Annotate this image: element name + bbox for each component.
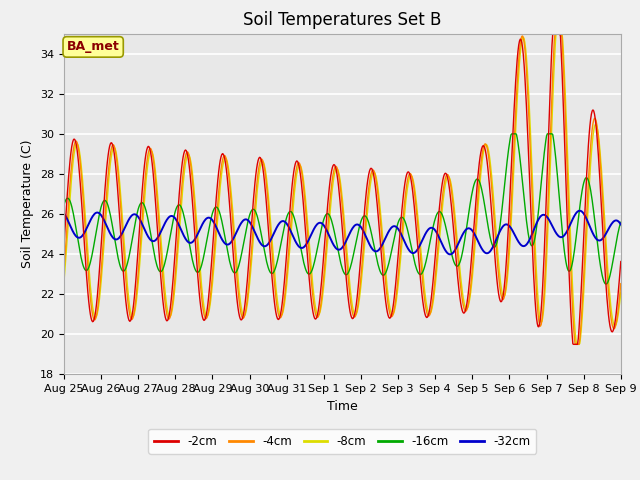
-2cm [549, 31, 557, 36]
-2cm [388, 311, 396, 316]
-16cm [206, 219, 214, 225]
Line: -16cm: -16cm [64, 134, 621, 284]
Y-axis label: Soil Temperature (C): Soil Temperature (C) [22, 140, 35, 268]
-4cm [334, 167, 342, 173]
-16cm [388, 246, 396, 252]
Line: -2cm: -2cm [64, 34, 621, 344]
-4cm [572, 341, 579, 347]
-16cm [334, 246, 342, 252]
-2cm [206, 277, 214, 283]
-4cm [182, 151, 190, 156]
-2cm [443, 172, 451, 178]
-8cm [334, 167, 342, 172]
-2cm [617, 259, 625, 264]
-8cm [60, 278, 68, 284]
-2cm [182, 148, 190, 154]
-8cm [388, 312, 396, 317]
-16cm [508, 131, 516, 137]
Text: BA_met: BA_met [67, 40, 120, 53]
-4cm [617, 281, 625, 287]
-8cm [566, 235, 574, 241]
-32cm [334, 247, 342, 252]
-16cm [60, 202, 68, 208]
X-axis label: Time: Time [327, 400, 358, 413]
-16cm [182, 224, 190, 229]
-8cm [553, 31, 561, 36]
-32cm [388, 224, 396, 230]
-2cm [566, 304, 574, 310]
-32cm [60, 211, 68, 216]
-4cm [388, 314, 396, 320]
-32cm [206, 215, 214, 221]
-8cm [206, 301, 214, 307]
-32cm [576, 208, 584, 214]
Line: -8cm: -8cm [64, 34, 621, 344]
-16cm [617, 219, 625, 225]
Legend: -2cm, -4cm, -8cm, -16cm, -32cm: -2cm, -4cm, -8cm, -16cm, -32cm [148, 429, 536, 454]
-8cm [617, 289, 625, 295]
Title: Soil Temperatures Set B: Soil Temperatures Set B [243, 11, 442, 29]
Line: -32cm: -32cm [64, 211, 621, 254]
-16cm [443, 228, 451, 234]
Line: -4cm: -4cm [64, 34, 621, 344]
-4cm [60, 268, 68, 274]
-8cm [443, 176, 451, 181]
-32cm [182, 237, 190, 243]
-4cm [443, 172, 451, 178]
-4cm [566, 260, 574, 266]
-2cm [334, 177, 342, 182]
-16cm [566, 267, 574, 273]
-32cm [617, 222, 625, 228]
-4cm [206, 296, 214, 302]
-32cm [566, 221, 574, 227]
-2cm [570, 341, 577, 347]
-2cm [60, 241, 68, 247]
-8cm [573, 341, 580, 347]
-32cm [446, 252, 454, 257]
-8cm [182, 157, 190, 163]
-32cm [443, 250, 451, 255]
-16cm [602, 281, 610, 287]
-4cm [551, 31, 559, 36]
